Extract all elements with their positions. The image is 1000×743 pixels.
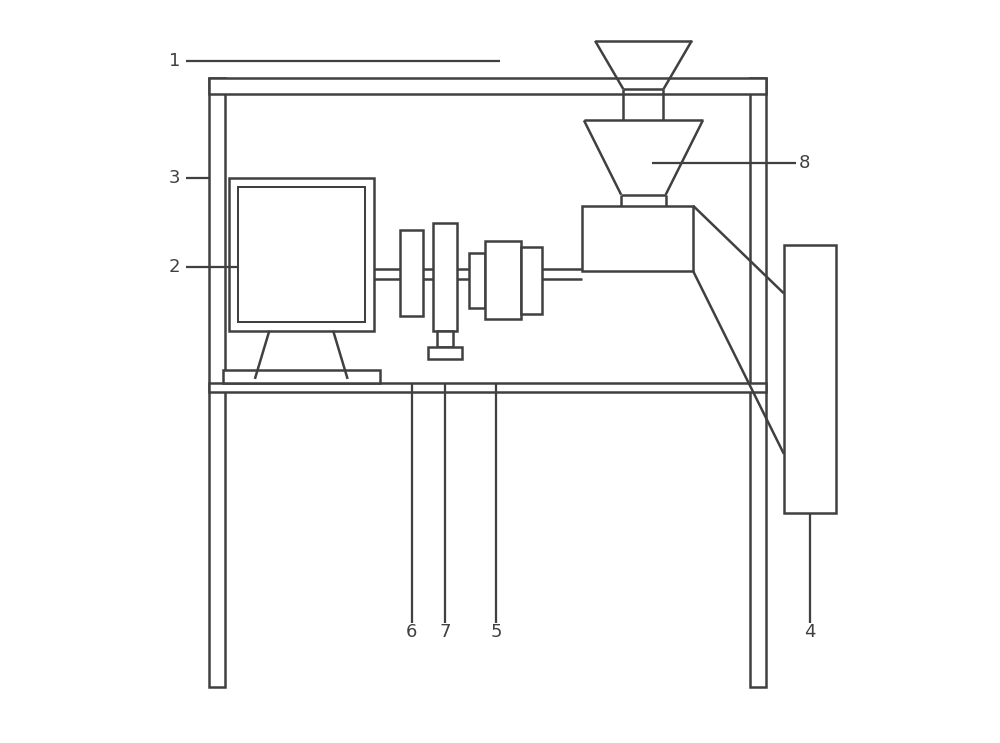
Bar [433,223,457,331]
Bar [521,247,542,314]
Bar [485,241,521,319]
Text: 5: 5 [491,623,502,640]
Bar [400,230,423,316]
Text: 8: 8 [799,155,810,172]
Bar [437,331,453,347]
Bar [784,245,836,513]
Bar [750,78,766,687]
Bar [209,78,225,687]
Bar [209,383,766,392]
Bar [238,187,365,322]
Bar [428,347,462,359]
Bar [469,253,485,308]
Text: 4: 4 [804,623,816,640]
Bar [582,206,693,271]
Bar [229,178,374,331]
Text: 3: 3 [169,169,180,187]
Bar [209,78,766,94]
Text: 7: 7 [439,623,451,640]
Text: 2: 2 [169,259,180,276]
Text: 6: 6 [406,623,417,640]
Bar [223,369,380,383]
Text: 1: 1 [169,52,180,70]
